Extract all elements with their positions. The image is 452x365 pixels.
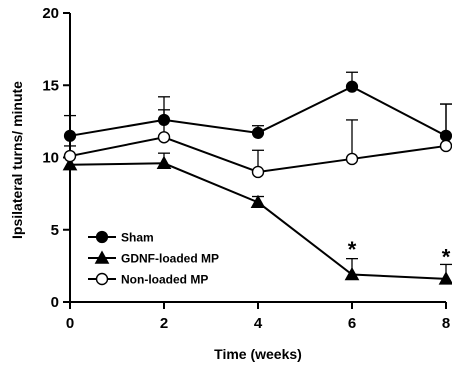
x-tick-label: 2 [160, 315, 168, 332]
legend-marker [95, 272, 109, 286]
x-tick-label: 0 [66, 315, 74, 332]
legend-label: GDNF-loaded MP [121, 252, 219, 266]
legend-label: Non-loaded MP [121, 273, 208, 287]
series-markers [62, 80, 452, 285]
data-point [63, 129, 77, 142]
data-point [439, 139, 452, 153]
y-axis-label: Ipsilateral turns/ minute [9, 81, 25, 239]
data-point [439, 129, 452, 142]
y-tick-label: 0 [51, 294, 59, 311]
x-tick-label: 6 [348, 315, 356, 332]
x-tick-label: 8 [442, 315, 450, 332]
data-point [157, 113, 171, 127]
y-tick-label: 20 [42, 5, 59, 22]
legend: Sham GDNF-loaded MP Non-loaded MP [88, 231, 219, 287]
y-tick-label: 15 [42, 77, 59, 94]
data-point [251, 126, 265, 140]
significance-star: * [442, 244, 451, 269]
legend-label: Sham [121, 231, 154, 245]
legend-marker [94, 250, 110, 264]
data-point [63, 149, 77, 163]
data-point [345, 152, 359, 166]
y-tick-label: 5 [51, 222, 59, 239]
data-point [344, 267, 360, 281]
series-lines [69, 85, 447, 280]
x-axis-label: Time (weeks) [214, 346, 302, 362]
y-tick-label: 10 [42, 150, 59, 167]
annotations: * * [348, 237, 451, 269]
data-point [156, 155, 172, 169]
legend-marker [95, 230, 109, 244]
data-point [251, 165, 265, 179]
data-point [438, 271, 452, 285]
data-point [345, 80, 359, 93]
data-point [250, 194, 266, 208]
data-point [62, 157, 78, 171]
x-tick-label: 4 [254, 315, 263, 332]
data-point [157, 131, 171, 144]
significance-star: * [348, 237, 357, 262]
